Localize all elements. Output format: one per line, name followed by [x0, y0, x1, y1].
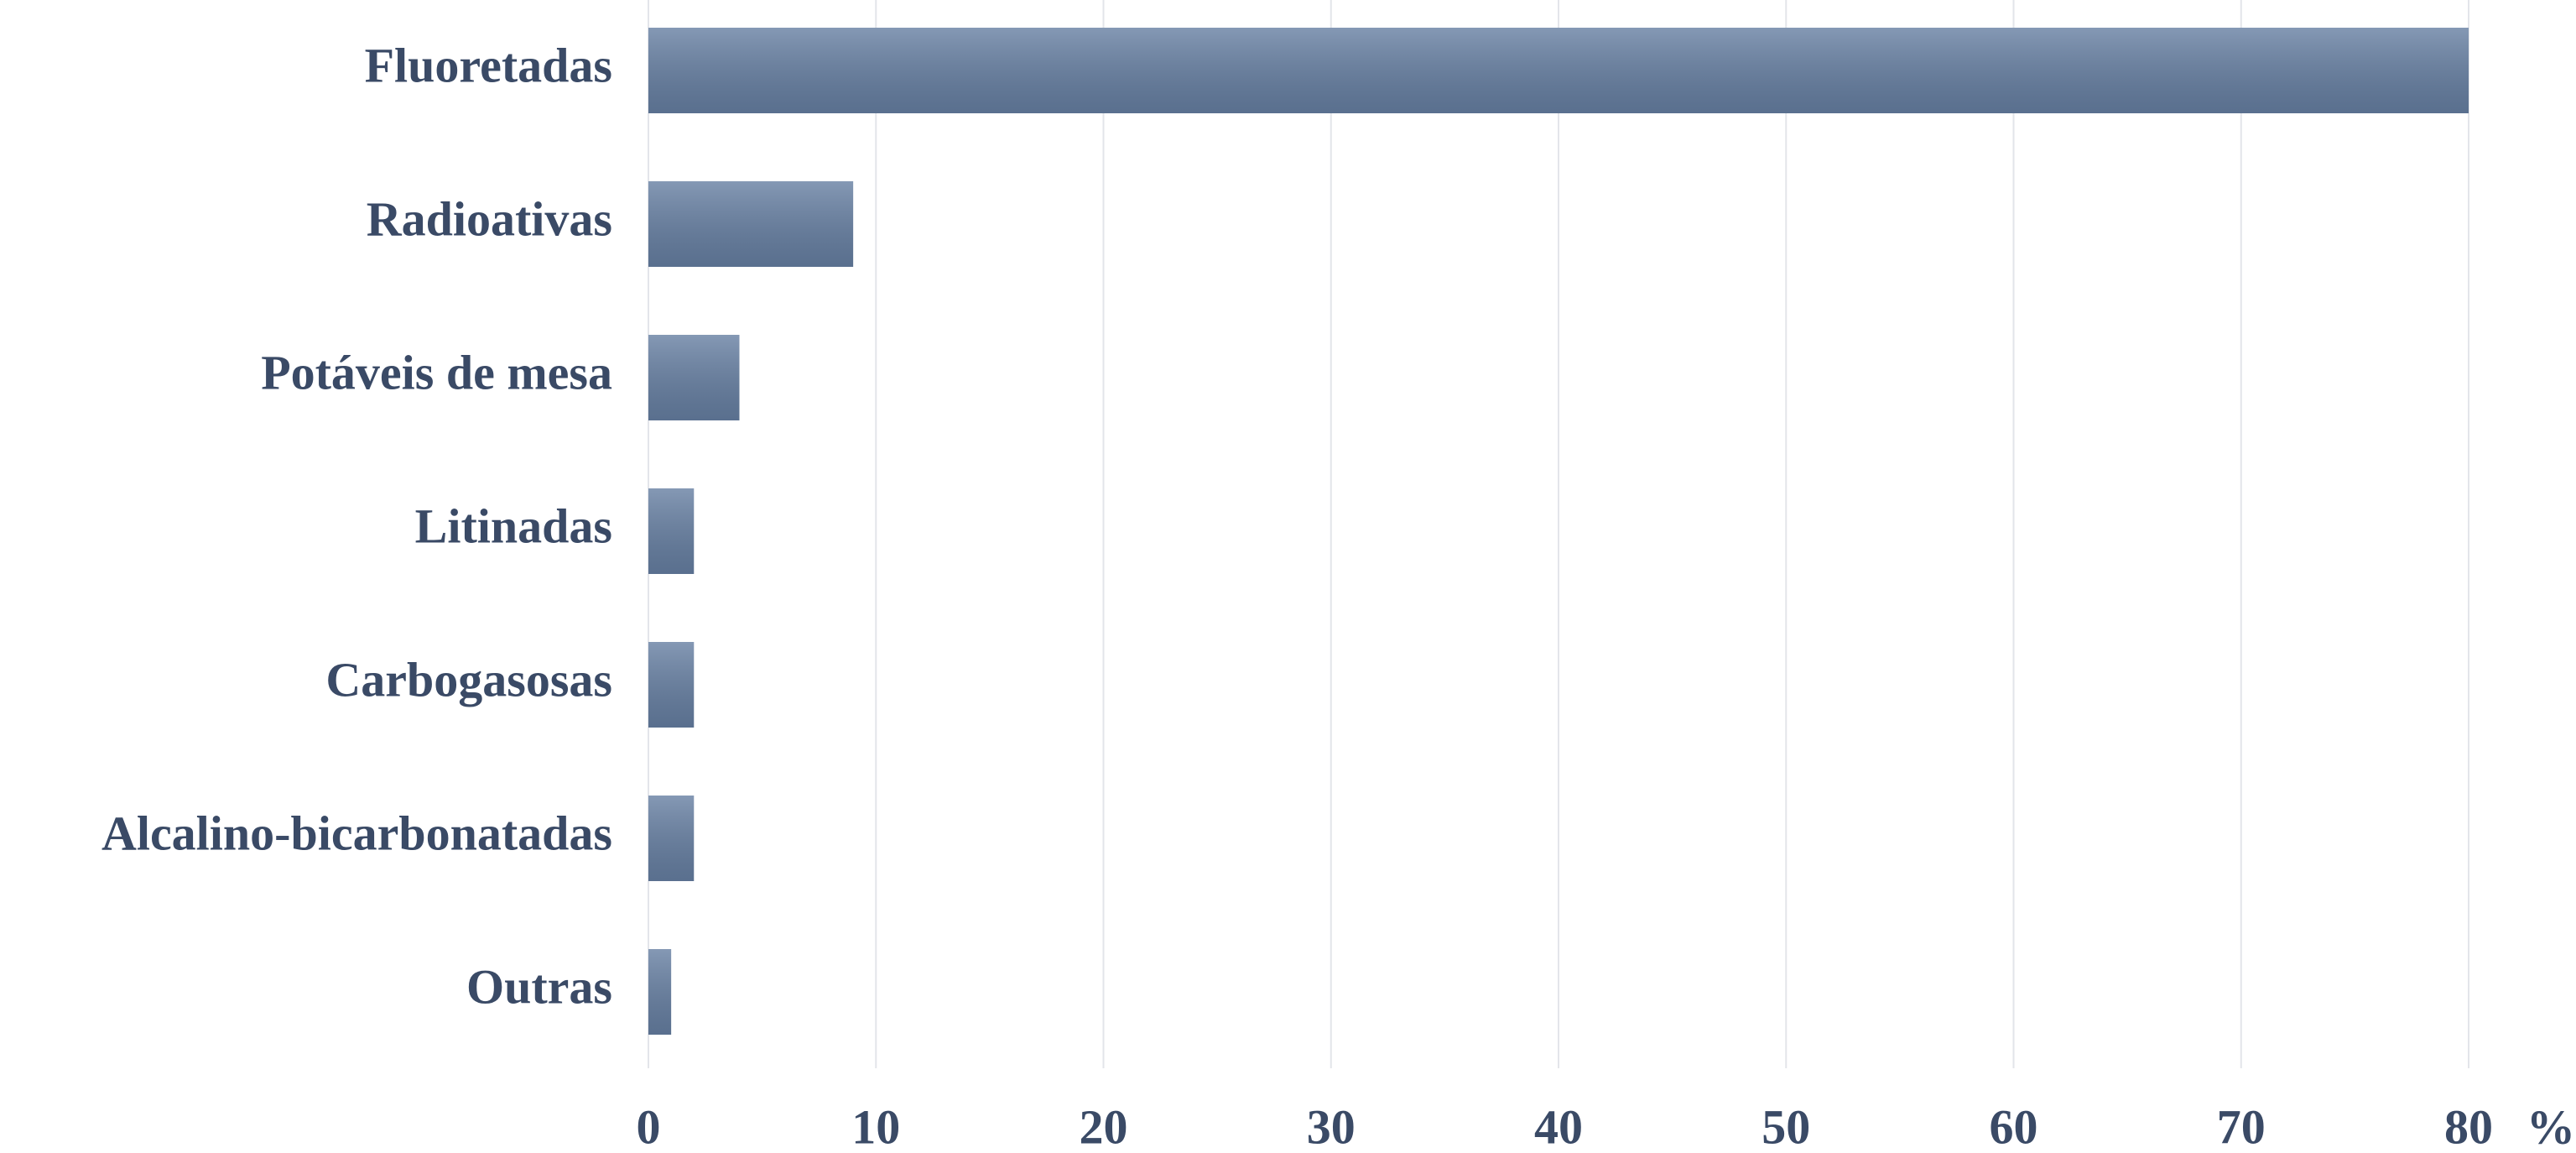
- x-tick-label: 20: [1080, 1099, 1128, 1153]
- bar-shade: [648, 949, 672, 1035]
- x-tick-label: 0: [637, 1099, 661, 1153]
- y-tick-label: Alcalino-bicarbonatadas: [101, 806, 612, 860]
- bar-shade: [648, 796, 695, 881]
- y-tick-label: Litinadas: [415, 498, 612, 553]
- y-tick-label: Radioativas: [367, 191, 612, 246]
- bar-shade: [648, 335, 740, 420]
- y-tick-label: Carbogasosas: [325, 652, 612, 707]
- bar-shade: [648, 488, 695, 574]
- bar-shade: [648, 642, 695, 728]
- y-tick-label: Outras: [466, 959, 612, 1014]
- x-axis-unit: %: [2527, 1099, 2575, 1153]
- x-tick-label: 60: [1990, 1099, 2038, 1153]
- x-tick-label: 30: [1307, 1099, 1356, 1153]
- x-tick-label: 70: [2217, 1099, 2266, 1153]
- y-tick-label: Potáveis de mesa: [261, 345, 612, 399]
- bar-shade: [648, 28, 2469, 113]
- bar-shade: [648, 181, 854, 267]
- x-tick-label: 50: [1762, 1099, 1810, 1153]
- x-tick-label: 10: [851, 1099, 900, 1153]
- y-tick-label: Fluoretadas: [365, 38, 612, 92]
- x-tick-label: 40: [1534, 1099, 1583, 1153]
- x-tick-label: 80: [2444, 1099, 2493, 1153]
